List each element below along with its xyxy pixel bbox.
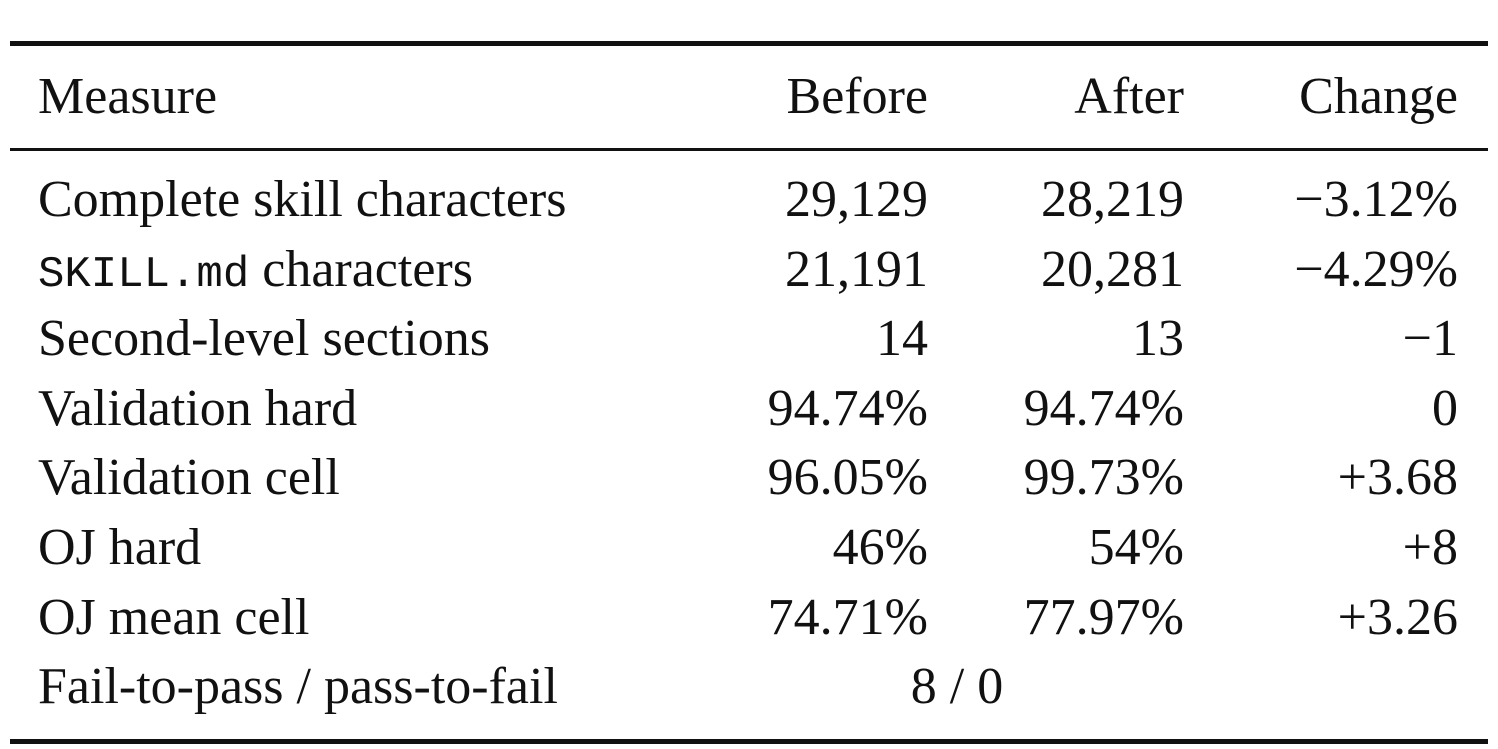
- row-label: Fail-to-pass / pass-to-fail: [38, 652, 558, 722]
- data-cell: 99.73%: [1023, 449, 1184, 507]
- data-cell: 29,129: [785, 171, 928, 228]
- row-label: Second-level sections: [38, 304, 490, 374]
- data-cell: +8: [1402, 519, 1458, 576]
- label-text: Complete skill characters: [38, 171, 567, 228]
- data-cell: 28,219: [1041, 171, 1184, 228]
- label-text: Validation hard: [38, 379, 358, 437]
- header-cell: After: [1074, 68, 1184, 125]
- data-cell: −1: [1402, 310, 1458, 368]
- row-label: Complete skill characters: [38, 165, 566, 235]
- data-cell: 54%: [1088, 519, 1184, 576]
- data-cell: 94.74%: [767, 379, 928, 437]
- data-cell: 46%: [832, 519, 928, 576]
- code-text: SKILL.md: [38, 249, 250, 300]
- data-cell: −4.29%: [1294, 240, 1458, 298]
- row-label: Validation cell: [38, 443, 340, 513]
- label-text: Fail-to-pass / pass-to-fail: [38, 658, 558, 716]
- label-text: Validation cell: [38, 449, 340, 507]
- row-label: SKILL.md characters: [38, 235, 473, 305]
- data-cell: 74.71%: [767, 588, 928, 646]
- data-cell: 20,281: [1041, 240, 1184, 298]
- bottom-rule: [10, 739, 1488, 744]
- data-cell: +3.68: [1337, 449, 1458, 507]
- data-cell: 96.05%: [767, 449, 928, 507]
- row-label: OJ mean cell: [38, 583, 309, 653]
- data-cell: 77.97%: [1023, 588, 1184, 646]
- data-cell: 94.74%: [1023, 379, 1184, 437]
- data-cell: 13: [1132, 310, 1184, 368]
- label-text: OJ mean cell: [38, 588, 310, 646]
- data-cell: +3.26: [1337, 588, 1458, 646]
- data-cell: −3.12%: [1294, 171, 1458, 228]
- data-cell: 21,191: [785, 240, 928, 298]
- label-text: Second-level sections: [38, 310, 490, 368]
- header-cell: Measure: [38, 68, 218, 125]
- top-rule: [10, 41, 1488, 46]
- header-rule: [10, 148, 1488, 151]
- spanning-cell: 8 / 0: [910, 658, 1004, 716]
- data-cell: 14: [876, 310, 928, 368]
- row-label: Validation hard: [38, 374, 357, 444]
- label-text: characters: [262, 240, 473, 298]
- row-label: OJ hard: [38, 513, 201, 583]
- header-cell: Change: [1299, 68, 1458, 125]
- header-cell: Before: [786, 68, 928, 125]
- label-text: OJ hard: [38, 519, 202, 576]
- data-cell: 0: [1432, 379, 1458, 437]
